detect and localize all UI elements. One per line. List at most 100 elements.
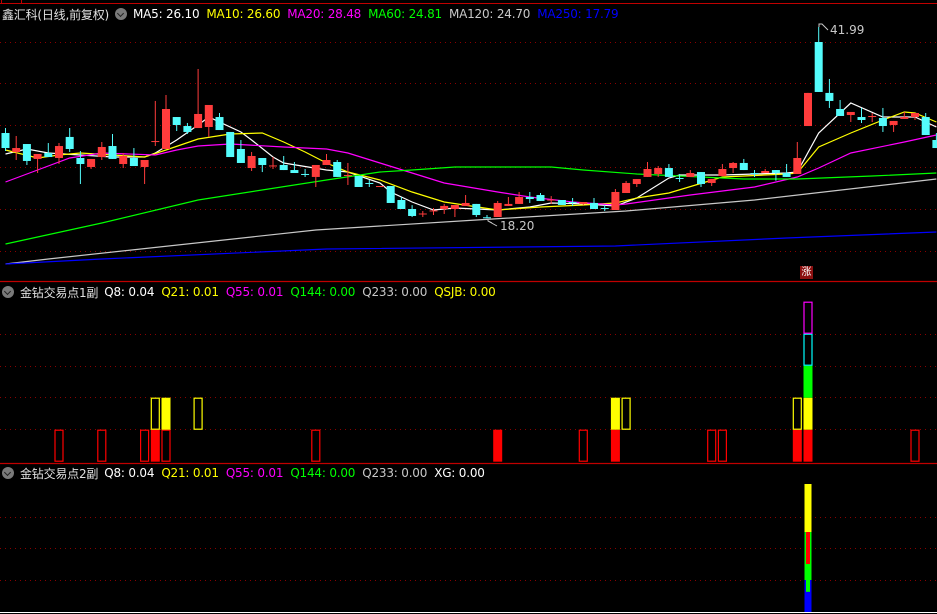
- candle-body: [408, 208, 417, 216]
- candle-body: [579, 202, 588, 204]
- candle-body: [162, 108, 170, 149]
- q8-value: Q8: 0.04: [104, 285, 155, 299]
- candle-body: [889, 120, 898, 125]
- high-price-leader: [818, 23, 829, 31]
- signal-bar: [150, 429, 160, 462]
- signal-bar: [150, 397, 160, 430]
- q233-value: Q233: 0.00: [362, 285, 428, 299]
- low-price-label: 18.20: [500, 219, 535, 233]
- candle-body: [97, 146, 106, 158]
- candle-body: [397, 200, 406, 209]
- candle-body: [654, 168, 663, 174]
- signal-bar: [803, 397, 813, 430]
- candle-body: [697, 172, 705, 185]
- candle-body: [22, 144, 31, 161]
- panel1-title: 金钻交易点1副: [20, 285, 99, 300]
- candle-body: [900, 117, 909, 119]
- low-price-leader: [487, 219, 498, 227]
- panel2-title: 金钻交易点2副: [20, 466, 99, 481]
- candle-body: [814, 42, 823, 92]
- signal-bar: [311, 429, 321, 462]
- signal-bar: [97, 429, 107, 462]
- q233-value: Q233: 0.00: [362, 466, 428, 480]
- q21-value: Q21: 0.01: [161, 466, 219, 480]
- signal-bar: [140, 429, 150, 462]
- signal-bar: [54, 429, 64, 462]
- candle-body: [825, 92, 834, 101]
- candle-body: [440, 205, 449, 209]
- limit-up-badge: 涨: [800, 266, 813, 279]
- main-chart-header: 鑫汇科(日线,前复权) MA5: 26.10 MA10: 26.60 MA20:…: [2, 5, 626, 23]
- candle-body: [557, 200, 566, 205]
- signal-bar: [806, 532, 810, 564]
- signal-bar: [717, 429, 728, 462]
- candle-body: [311, 164, 320, 177]
- panel2-header: 金钻交易点2副 Q8: 0.04 Q21: 0.01 Q55: 0.01 Q14…: [2, 464, 492, 482]
- candle-body: [600, 208, 609, 210]
- candle-body: [194, 113, 203, 129]
- signal-bar: [578, 429, 588, 462]
- candle-body: [515, 197, 524, 204]
- candle-body: [611, 191, 620, 211]
- candle-body: [793, 157, 802, 174]
- candle-body: [568, 202, 577, 204]
- candle-body: [108, 146, 117, 159]
- candle-body: [247, 155, 256, 169]
- candle-body: [65, 136, 74, 149]
- signal-bar: [803, 301, 813, 334]
- panel1-header: 金钻交易点1副 Q8: 0.04 Q21: 0.01 Q55: 0.01 Q14…: [2, 283, 503, 301]
- candle-body: [911, 113, 919, 118]
- candle-body: [12, 148, 21, 152]
- ma-line-ma10: [5, 111, 937, 211]
- candle-body: [386, 186, 395, 203]
- chevron-down-icon[interactable]: [2, 286, 14, 298]
- signal-bar: [792, 397, 802, 430]
- ma60-value: MA60: 24.81: [368, 7, 442, 21]
- candle-body: [55, 146, 63, 158]
- candle-body: [365, 182, 374, 184]
- candle-body: [846, 111, 855, 116]
- q21-value: Q21: 0.01: [161, 285, 219, 299]
- candle-body: [1, 133, 10, 149]
- candle-body: [590, 202, 598, 209]
- candle-body: [429, 210, 438, 212]
- candle-body: [76, 157, 85, 165]
- candle-body: [857, 117, 866, 120]
- candle-body: [868, 115, 877, 118]
- q55-value: Q55: 0.01: [225, 466, 284, 480]
- candle-body: [622, 182, 631, 194]
- candle-body: [504, 203, 513, 206]
- candle-body: [129, 157, 138, 167]
- qsjb-value: QSJB: 0.00: [434, 285, 496, 299]
- candle-body: [483, 217, 491, 219]
- signal-bar: [610, 397, 620, 430]
- ma5-value: MA5: 26.10: [132, 7, 200, 21]
- candle-body: [333, 162, 342, 177]
- candle-body: [204, 104, 213, 127]
- candle-body: [322, 160, 331, 165]
- candle-body: [343, 175, 352, 177]
- chevron-down-icon[interactable]: [114, 8, 127, 20]
- candle-body: [33, 153, 42, 159]
- candle-body: [686, 173, 695, 177]
- ma10-value: MA10: 26.60: [206, 7, 281, 21]
- candle-body: [632, 179, 641, 185]
- candle-body: [376, 186, 384, 188]
- candle-body: [418, 213, 427, 215]
- candle-body: [878, 117, 887, 127]
- candle-body: [119, 155, 128, 165]
- candle-body: [525, 197, 534, 200]
- chevron-down-icon[interactable]: [2, 467, 14, 479]
- candle-body: [643, 168, 652, 177]
- ma-line-ma60: [5, 166, 937, 245]
- q55-value: Q55: 0.01: [225, 285, 284, 299]
- candle-body: [183, 126, 192, 132]
- signal-bar: [621, 397, 631, 430]
- q8-value: Q8: 0.04: [104, 466, 155, 480]
- candle-body: [921, 117, 930, 136]
- candle-body: [761, 171, 770, 174]
- ma120-value: MA120: 24.70: [448, 7, 531, 21]
- candle-body: [750, 173, 759, 175]
- candle-body: [151, 141, 160, 143]
